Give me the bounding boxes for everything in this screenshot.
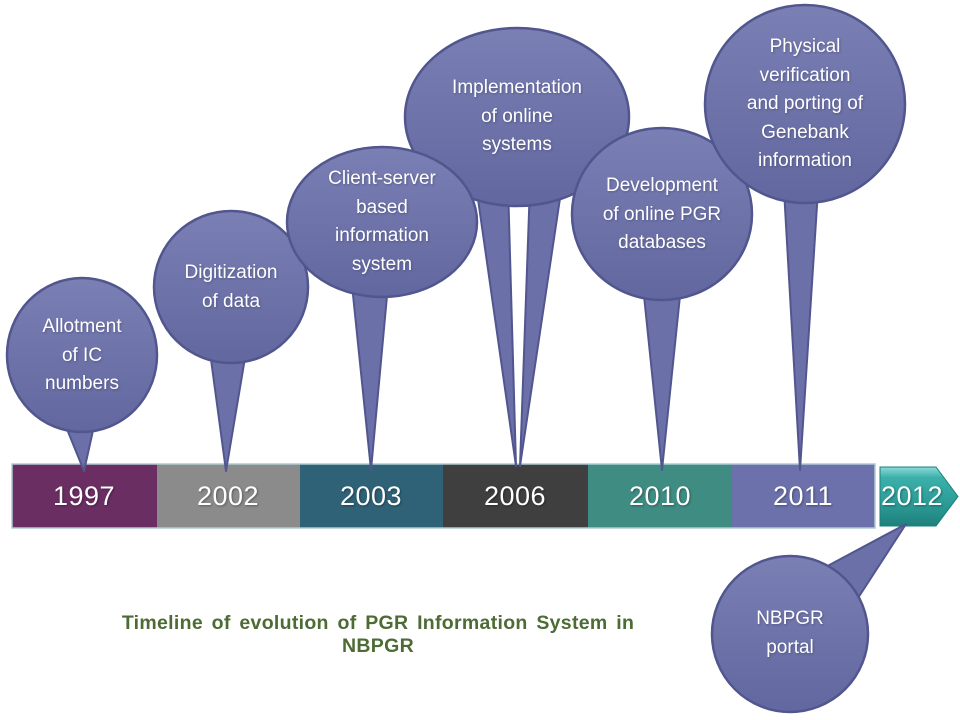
timeline-segment-2003 (300, 464, 443, 528)
balloon-tail-digitization (209, 351, 247, 472)
balloon-tail-development (642, 285, 682, 471)
balloon-circle-development (570, 126, 754, 302)
balloon-circle-implementation (403, 26, 631, 208)
timeline-segment-1997 (12, 464, 157, 528)
timeline-bar-outline (11, 463, 876, 529)
timeline-segment-2002 (157, 464, 300, 528)
diagram-caption: Timeline of evolution of PGR Information… (121, 612, 635, 657)
balloon-tail-implementation-left (475, 184, 517, 467)
timeline-segment-2010 (588, 464, 732, 528)
balloon-circle-physical (703, 3, 907, 205)
balloon-circle-client-server (285, 145, 479, 299)
timeline-segment-2006 (443, 464, 588, 528)
balloon-circle-nbpgr-portal (710, 554, 870, 714)
timeline-segment-2011 (732, 464, 875, 528)
balloon-tail-implementation-right (519, 184, 563, 467)
balloon-circle-digitization (152, 209, 310, 365)
timeline-arrow-2012 (879, 466, 959, 527)
balloon-circle-allotment (5, 276, 159, 434)
balloon-tail-physical (783, 189, 819, 471)
balloon-tail-client-server (351, 284, 389, 471)
